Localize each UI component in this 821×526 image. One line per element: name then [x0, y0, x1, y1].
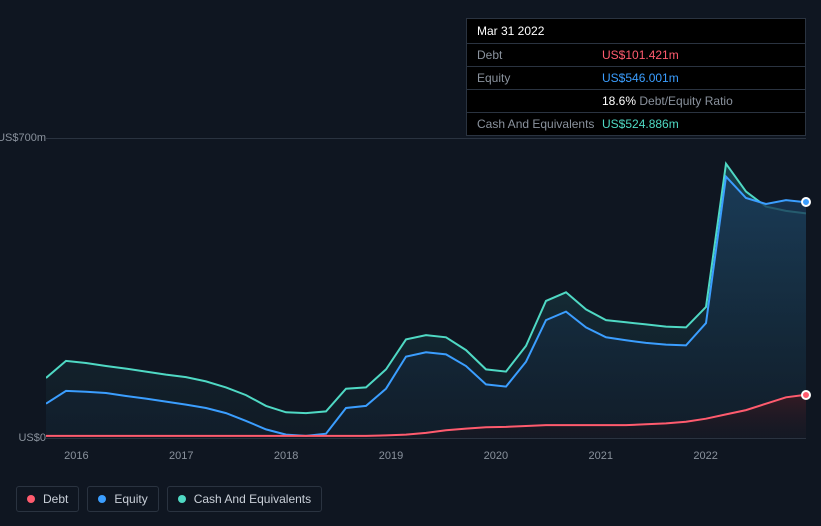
legend-dot-icon	[178, 495, 186, 503]
tooltip-row-label: Equity	[477, 71, 602, 85]
x-tick-label: 2017	[169, 450, 193, 462]
legend-label: Equity	[114, 492, 147, 506]
legend-item-equity[interactable]: Equity	[87, 486, 158, 512]
legend-dot-icon	[98, 495, 106, 503]
x-tick-label: 2022	[693, 450, 717, 462]
chart-area[interactable]: US$0US$700m 2016201720182019202020212022	[16, 120, 806, 470]
tooltip-row-value: US$101.421m	[602, 48, 679, 62]
y-tick-label: US$0	[0, 432, 46, 444]
chart-tooltip: Mar 31 2022 DebtUS$101.421mEquityUS$546.…	[466, 18, 806, 136]
tooltip-rows: DebtUS$101.421mEquityUS$546.001m18.6% De…	[467, 44, 805, 135]
x-tick-label: 2020	[484, 450, 508, 462]
tooltip-date: Mar 31 2022	[467, 19, 805, 44]
tooltip-row-label: Cash And Equivalents	[477, 117, 602, 131]
chart-plot	[46, 138, 806, 438]
chart-legend: Debt Equity Cash And Equivalents	[16, 486, 322, 512]
legend-label: Debt	[43, 492, 68, 506]
series-end-marker-equity	[801, 197, 811, 207]
legend-label: Cash And Equivalents	[194, 492, 311, 506]
x-tick-label: 2019	[379, 450, 403, 462]
tooltip-row: 18.6% Debt/Equity Ratio	[467, 90, 805, 113]
tooltip-row-value: US$524.886m	[602, 117, 679, 131]
tooltip-row-label: Debt	[477, 48, 602, 62]
x-tick-label: 2016	[64, 450, 88, 462]
x-tick-label: 2021	[589, 450, 613, 462]
tooltip-row: DebtUS$101.421m	[467, 44, 805, 67]
tooltip-row: Cash And EquivalentsUS$524.886m	[467, 113, 805, 135]
x-tick-label: 2018	[274, 450, 298, 462]
series-end-marker-debt	[801, 390, 811, 400]
legend-dot-icon	[27, 495, 35, 503]
legend-item-debt[interactable]: Debt	[16, 486, 79, 512]
tooltip-row-value: US$546.001m	[602, 71, 679, 85]
tooltip-row-value: 18.6% Debt/Equity Ratio	[602, 94, 733, 108]
y-tick-label: US$700m	[0, 132, 46, 144]
tooltip-row: EquityUS$546.001m	[467, 67, 805, 90]
tooltip-row-label	[477, 94, 602, 108]
legend-item-cash[interactable]: Cash And Equivalents	[167, 486, 322, 512]
grid-line	[46, 438, 806, 439]
